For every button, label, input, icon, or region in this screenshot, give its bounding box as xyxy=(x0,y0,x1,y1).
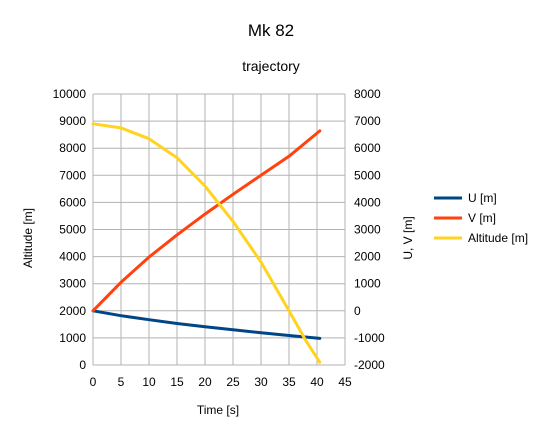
chart-title: Mk 82 xyxy=(248,21,294,40)
y-tick-label: 2000 xyxy=(59,304,86,318)
legend-label-2: V [m] xyxy=(468,211,496,225)
x-tick-label: 25 xyxy=(226,375,240,389)
y-axis-title: Altitude [m] xyxy=(21,208,35,268)
gridlines xyxy=(92,93,346,366)
y2-tick-label: 0 xyxy=(354,304,361,318)
series-lines xyxy=(91,122,322,364)
y-tick-label: 9000 xyxy=(59,114,86,128)
y-tick-label: 0 xyxy=(79,358,86,372)
series-line-1 xyxy=(91,309,322,340)
legend-label-3: Altitude [m] xyxy=(468,231,528,245)
x-tick-label: 45 xyxy=(338,375,352,389)
chart-subtitle: trajectory xyxy=(242,58,300,74)
y2-tick-label: -1000 xyxy=(354,331,385,345)
y-tick-label: 10000 xyxy=(53,87,87,101)
x-tick-label: 15 xyxy=(170,375,184,389)
y2-tick-label: 3000 xyxy=(354,223,381,237)
legend: U [m] V [m] Altitude [m] xyxy=(434,191,528,245)
x-tick-label: 10 xyxy=(142,375,156,389)
y-tick-label: 4000 xyxy=(59,250,86,264)
y2-tick-label: 4000 xyxy=(354,195,381,209)
x-tick-label: 0 xyxy=(90,375,97,389)
legend-label-1: U [m] xyxy=(468,191,497,205)
axes xyxy=(92,94,345,366)
x-tick-label: 35 xyxy=(282,375,296,389)
y2-tick-label: 8000 xyxy=(354,87,381,101)
x-axis-title: Time [s] xyxy=(197,403,239,417)
y2-tick-label: 1000 xyxy=(354,277,381,291)
series-line-3 xyxy=(91,122,322,364)
y-tick-label: 6000 xyxy=(59,195,86,209)
x-tick-label: 40 xyxy=(310,375,324,389)
y2-tick-label: -2000 xyxy=(354,358,385,372)
y-tick-label: 3000 xyxy=(59,277,86,291)
y-tick-label: 8000 xyxy=(59,141,86,155)
y2-axis-title: U, V [m] xyxy=(401,216,415,259)
series-line-2 xyxy=(91,129,322,313)
x-tick-label: 5 xyxy=(118,375,125,389)
tick-labels: 0 5 10 15 20 25 30 35 40 45 0 1000 2000 3000 4000 5000 6… xyxy=(53,87,385,389)
y2-tick-label: 6000 xyxy=(354,141,381,155)
x-tick-label: 20 xyxy=(198,375,212,389)
y-tick-label: 7000 xyxy=(59,168,86,182)
y-tick-label: 5000 xyxy=(59,223,86,237)
y-tick-label: 1000 xyxy=(59,331,86,345)
x-tick-label: 30 xyxy=(254,375,268,389)
y2-tick-label: 7000 xyxy=(354,114,381,128)
y2-tick-label: 5000 xyxy=(354,168,381,182)
y2-tick-label: 2000 xyxy=(354,250,381,264)
